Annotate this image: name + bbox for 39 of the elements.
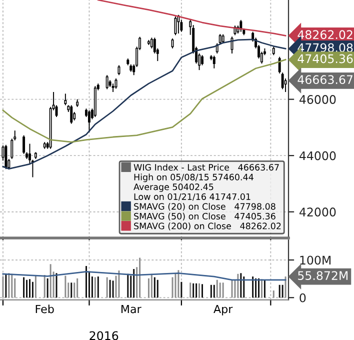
annotation: 48262.02 xyxy=(298,30,352,40)
annotation: 46663.67 xyxy=(298,75,352,84)
candlestick xyxy=(118,64,120,76)
legend-label: SMAVG (50) on Close 47405.36 xyxy=(134,212,276,221)
y-tick-label: 0 xyxy=(300,293,306,302)
y-tick-label: 100M xyxy=(300,256,330,265)
x-tick-label: Feb xyxy=(36,304,54,314)
candlestick xyxy=(28,143,31,164)
x-tick-label: Mar xyxy=(121,304,142,314)
annotation: 55.872M xyxy=(298,271,348,280)
annotation: High on 05/08/15 57460.44 xyxy=(134,174,254,182)
annotation: Average 50402.45 xyxy=(134,184,214,192)
candlestick xyxy=(88,110,90,133)
candlestick xyxy=(150,37,153,49)
candlestick xyxy=(201,54,204,66)
y-tick-label: 44000 xyxy=(300,151,336,160)
candlestick xyxy=(278,56,281,74)
candlestick xyxy=(212,55,216,69)
annotation: Low on 01/21/16 41747.01 xyxy=(134,193,250,201)
candlestick xyxy=(218,34,222,45)
candlestick xyxy=(281,72,284,90)
legend-label: SMAVG (20) on Close 47798.08 xyxy=(134,202,276,211)
line-series xyxy=(2,38,286,170)
candlestick xyxy=(4,144,8,170)
y-tick-label: 46000 xyxy=(300,95,336,104)
x-axis-title: 2016 xyxy=(90,331,118,340)
candlestick xyxy=(180,19,183,32)
candlestick xyxy=(106,74,108,90)
x-tick-label: Apr xyxy=(214,304,233,316)
annotation: 47405.36 xyxy=(298,54,353,64)
annotation: 47798.08 xyxy=(298,43,353,52)
candlestick xyxy=(284,78,287,92)
line-series xyxy=(2,270,286,281)
annotation: WIG Index - Last Price 46663.67 xyxy=(134,164,279,171)
legend-label: SMAVG (200) on Close 48262.02 xyxy=(134,222,281,230)
candlestick xyxy=(70,104,73,124)
candlestick xyxy=(64,93,67,106)
line-series xyxy=(97,0,286,36)
y-tick-label: 42000 xyxy=(300,208,336,216)
